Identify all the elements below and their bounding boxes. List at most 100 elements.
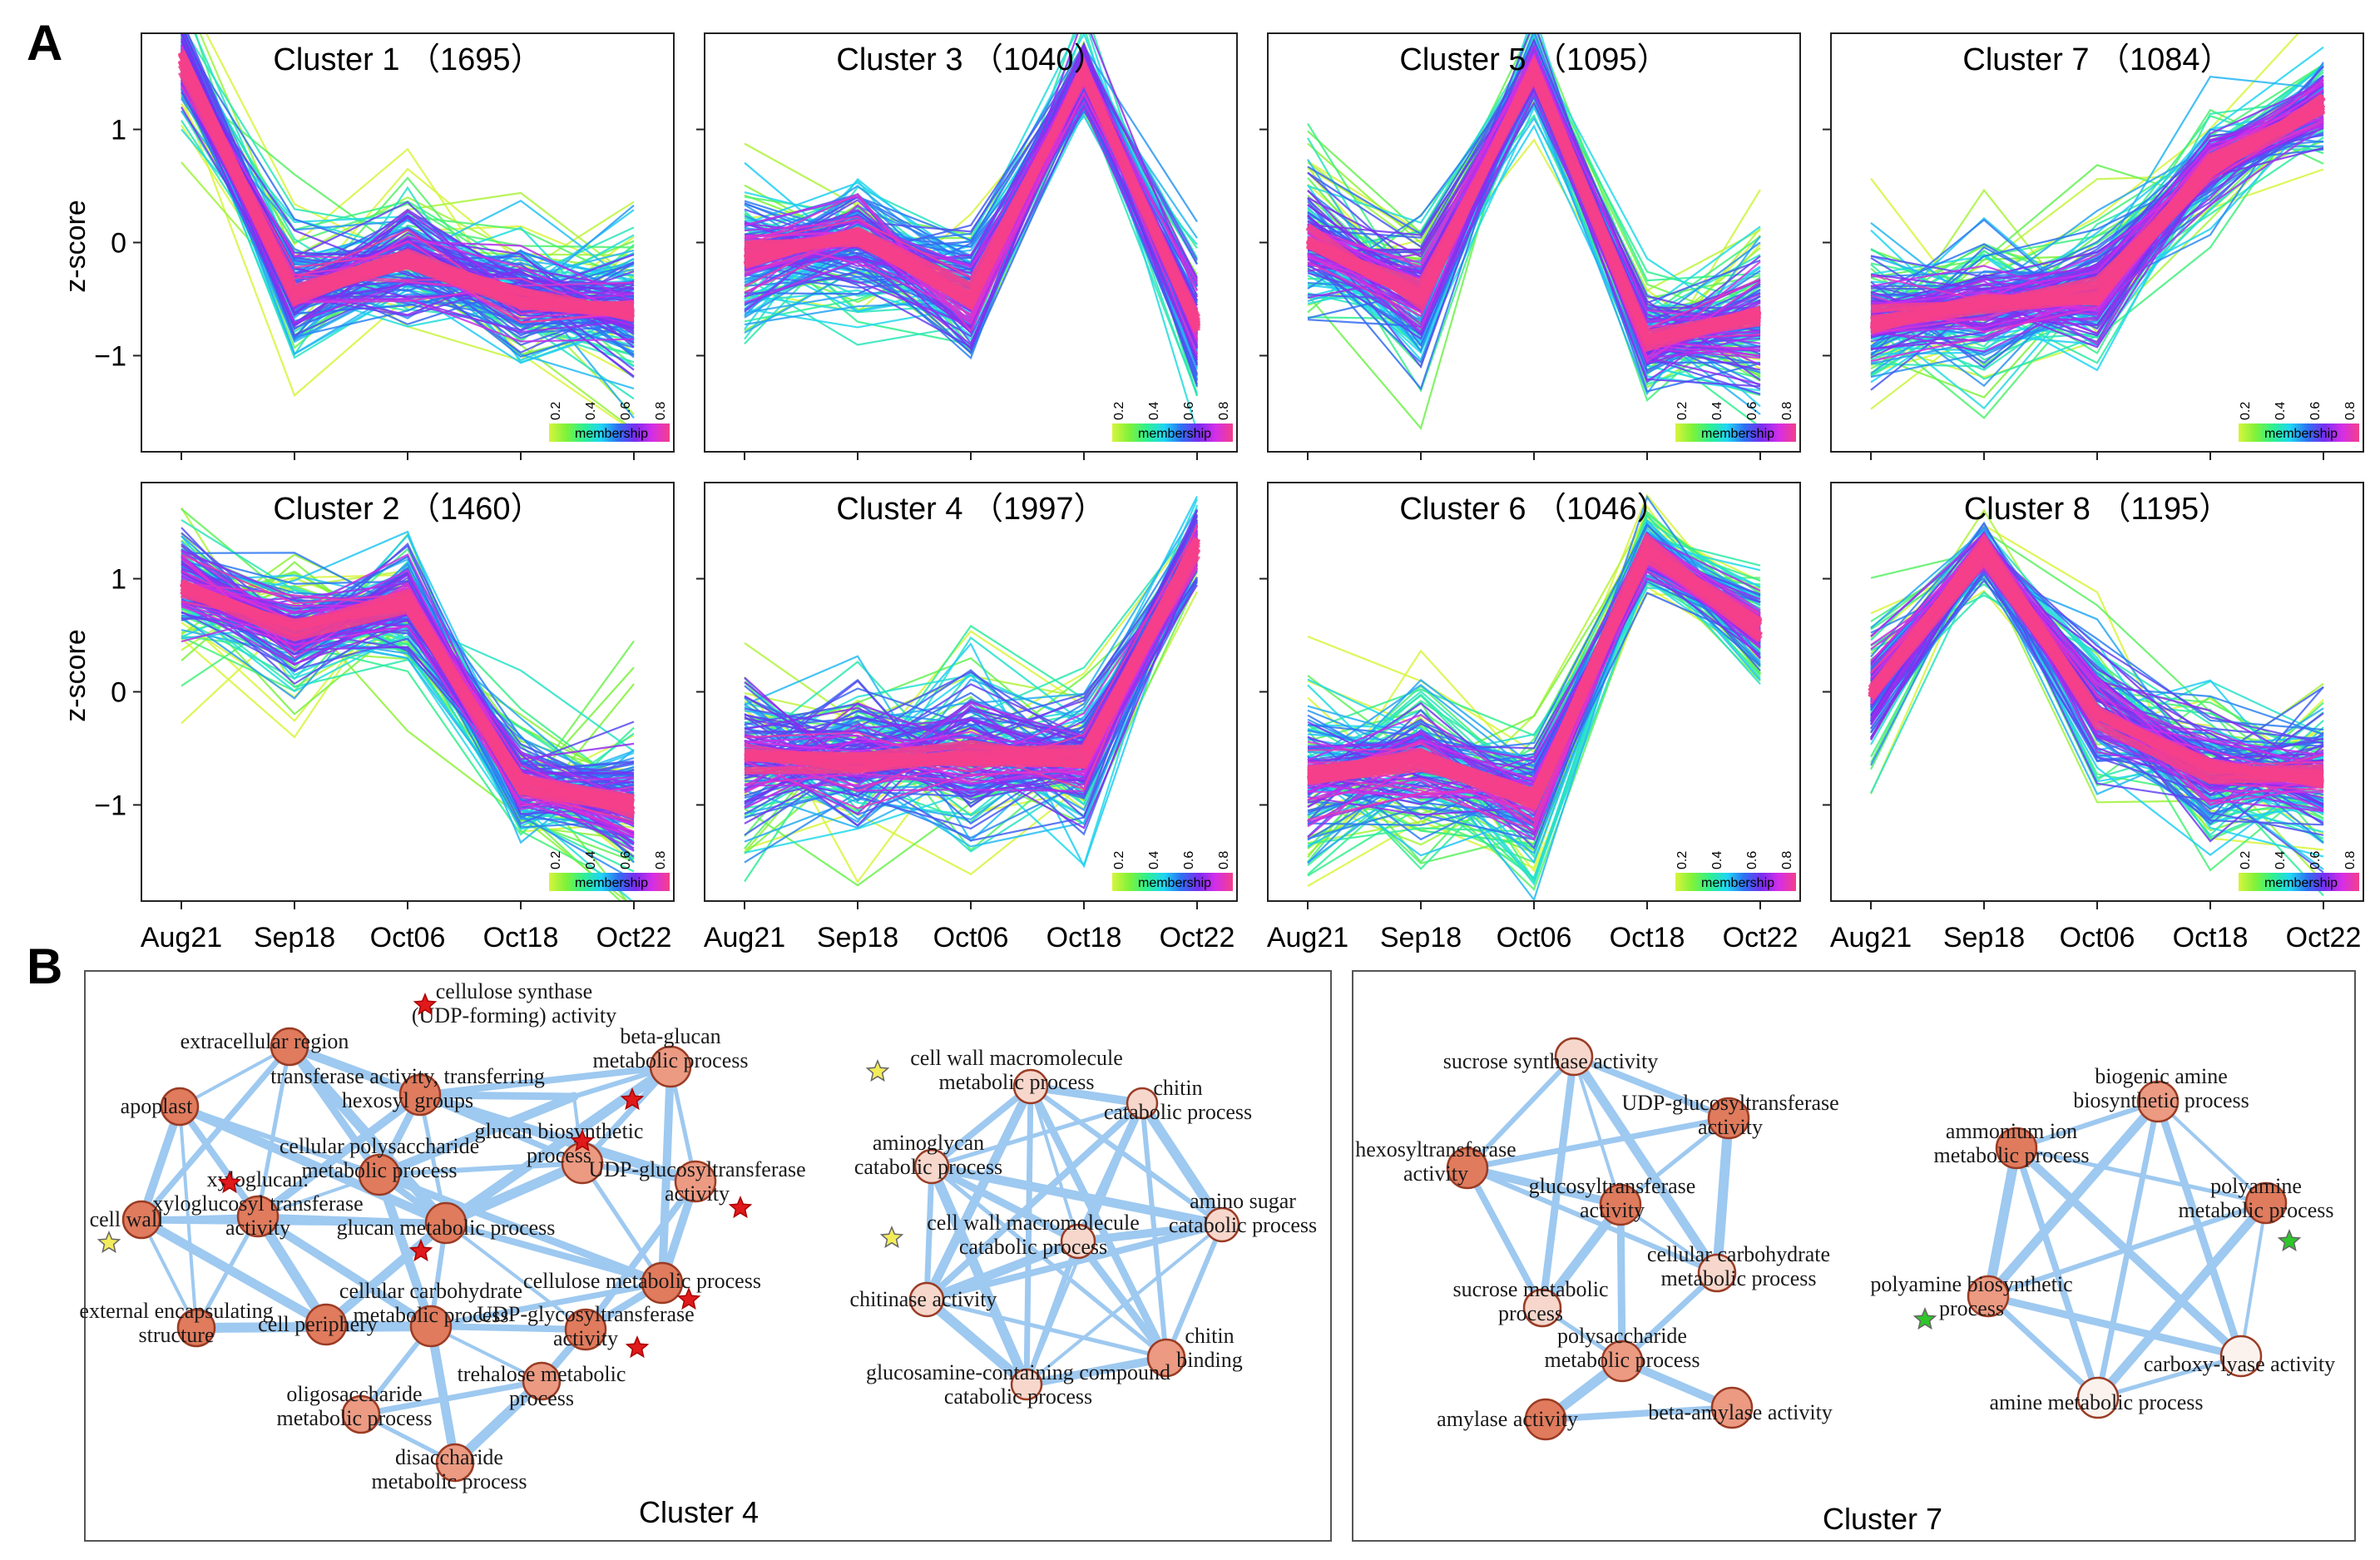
network-edge bbox=[1027, 1082, 1146, 1107]
cluster-plot-3: Cluster 3 （1040） membership 0.2 0.4 0.6 0.8 bbox=[696, 32, 1238, 460]
membership-legend-tick: 0.4 bbox=[1710, 851, 1724, 869]
core-line bbox=[744, 64, 1201, 327]
membership-legend-tick: 0.6 bbox=[1745, 851, 1759, 869]
membership-legend-tick: 0.2 bbox=[549, 402, 563, 420]
network-edge bbox=[136, 1215, 331, 1330]
x-tick-label: Sep18 bbox=[817, 922, 898, 953]
star-marker-red bbox=[217, 1171, 242, 1194]
network-edge bbox=[140, 1218, 198, 1330]
network-edge bbox=[1986, 1201, 2269, 1299]
cluster-title: Cluster 2 （1460） bbox=[273, 492, 542, 527]
membership-legend-title: membership bbox=[1138, 876, 1211, 890]
panel-a: A z-score z-score 1 0 −1 1 0 −1 Cluster 1 （1… bbox=[27, 15, 2364, 953]
network-label-chitinase: chitinase activity bbox=[850, 1287, 997, 1311]
network-edge bbox=[1028, 1084, 1225, 1227]
network-edge bbox=[923, 1163, 935, 1303]
network-edge bbox=[1984, 1292, 2245, 1360]
core-line bbox=[1870, 106, 2326, 330]
network-edge bbox=[176, 1103, 261, 1220]
x-tick-label: Oct22 bbox=[596, 922, 672, 953]
membership-legend-bar bbox=[2239, 423, 2359, 442]
network-edge bbox=[923, 1221, 1225, 1303]
network-label-oligo: oligosaccharide metabolic process bbox=[277, 1382, 433, 1430]
star-marker-red bbox=[728, 1196, 753, 1219]
network-edge bbox=[2093, 1198, 2271, 1403]
network-node-chitin_binding bbox=[1146, 1338, 1186, 1378]
network-label-cw_macro_met: cell wall macromolecule metabolic process bbox=[910, 1046, 1123, 1094]
membership-legend-title: membership bbox=[1138, 427, 1211, 441]
x-tick-label: Oct22 bbox=[2286, 922, 2362, 953]
series-line bbox=[744, 562, 1198, 792]
network-label-sucrose_met: sucrose metabolic process bbox=[1453, 1277, 1609, 1325]
panel-b: B Cluster 4 Cluster 7 extracellular regi… bbox=[27, 938, 2356, 1542]
network-edge bbox=[1712, 1113, 1734, 1278]
series-line bbox=[744, 552, 1198, 815]
network-node-cell_wall bbox=[121, 1200, 161, 1240]
y-axis-label-row2: z-score bbox=[60, 629, 92, 721]
network-edge bbox=[374, 1170, 436, 1331]
membership-legend-tick: 0.6 bbox=[619, 402, 633, 420]
network-node-carboxy bbox=[2219, 1335, 2263, 1378]
network-node-cell_carb bbox=[409, 1305, 453, 1348]
y-tick-label: −1 bbox=[94, 340, 126, 372]
x-tick-label: Oct06 bbox=[933, 922, 1009, 953]
core-line bbox=[1305, 55, 1761, 338]
cluster-plot-2: Cluster 2 （1460） membership 0.2 0.4 0.6 0.8 bbox=[133, 482, 675, 909]
network-edge bbox=[1463, 1164, 1625, 1209]
panel-label-a: A bbox=[27, 15, 62, 71]
cluster-title: Cluster 6 （1046） bbox=[1399, 492, 1668, 527]
series-line bbox=[181, 96, 635, 307]
cluster-title: Cluster 3 （1040） bbox=[836, 42, 1105, 77]
network-edge bbox=[923, 1100, 1145, 1303]
y-axis-label-row1: z-score bbox=[60, 200, 92, 292]
network-edge bbox=[450, 1376, 547, 1468]
network-node-chitin_cat bbox=[1126, 1087, 1159, 1120]
series-line bbox=[1307, 44, 1761, 359]
x-tick-label: Oct22 bbox=[1160, 922, 1235, 953]
cluster-series-lines bbox=[1869, 33, 2326, 419]
network-edge bbox=[580, 1161, 665, 1285]
star-marker-red bbox=[408, 1239, 433, 1262]
network-label-glucan_bio: glucan biosynthetic process bbox=[475, 1119, 644, 1167]
membership-legend-tick: 0.4 bbox=[2274, 402, 2288, 420]
membership-legend-tick: 0.2 bbox=[2239, 402, 2253, 420]
network-label-cell_carb7: cellular carbohydrate metabolic process bbox=[1647, 1242, 1830, 1290]
membership-legend-title: membership bbox=[2264, 876, 2338, 890]
network-label-cw_macro_cat: cell wall macromolecule catabolic process bbox=[927, 1211, 1140, 1259]
series-line bbox=[1307, 48, 1761, 395]
membership-legend-title: membership bbox=[575, 427, 648, 441]
membership-legend-tick: 0.4 bbox=[584, 851, 598, 869]
core-line bbox=[1307, 540, 1763, 797]
membership-legend-tick: 0.4 bbox=[1147, 402, 1161, 420]
network-label-glucosyl: glucosyltransferase activity bbox=[1529, 1174, 1696, 1222]
network-edge bbox=[2154, 1097, 2245, 1360]
membership-legend-title: membership bbox=[575, 876, 648, 890]
membership-legend-tick: 0.8 bbox=[2343, 402, 2358, 420]
x-tick-labels: Aug21 Sep18 Oct06 Oct18 Oct22 Aug21 Sep18 Oct06… bbox=[141, 922, 2362, 953]
network-label-cell_poly: cellular polysaccharide metabolic process bbox=[280, 1134, 479, 1182]
network-edge bbox=[1465, 1054, 1576, 1171]
network-label-ammonium: ammonium ion metabolic process bbox=[1934, 1119, 2090, 1167]
network-edge bbox=[1023, 1238, 1081, 1388]
membership-legend-tick: 0.2 bbox=[1675, 851, 1690, 869]
network-edge bbox=[254, 1212, 435, 1330]
membership-legend-tick: 0.6 bbox=[1745, 402, 1759, 420]
network-title-cluster-4: Cluster 4 bbox=[639, 1495, 759, 1529]
cluster-plot-8: Cluster 8 （1195） membership 0.2 0.4 0.6 0.8 bbox=[1823, 482, 2364, 909]
core-line bbox=[744, 547, 1200, 770]
membership-legend-tick: 0.6 bbox=[1182, 402, 1196, 420]
series-line bbox=[181, 37, 635, 400]
membership-legend-tick: 0.4 bbox=[584, 402, 598, 420]
network-node-udp_glycosyl bbox=[564, 1308, 607, 1351]
network-edge bbox=[1022, 1354, 1170, 1389]
star-marker-yellow bbox=[96, 1231, 121, 1254]
membership-legend-tick: 0.2 bbox=[1112, 402, 1126, 420]
network-edge bbox=[2239, 1201, 2268, 1358]
network-node-apoplast bbox=[160, 1087, 200, 1127]
membership-legend-tick: 0.4 bbox=[2274, 851, 2288, 869]
network-edge bbox=[1464, 1165, 1546, 1311]
network-node-extracellular bbox=[270, 1027, 309, 1067]
network-label-xyloglucan: xyloglucan: xyloglucosyl transferase activ… bbox=[152, 1167, 363, 1240]
membership-legend-tick: 0.8 bbox=[654, 402, 668, 420]
membership-legend-tick: 0.4 bbox=[1147, 851, 1161, 869]
